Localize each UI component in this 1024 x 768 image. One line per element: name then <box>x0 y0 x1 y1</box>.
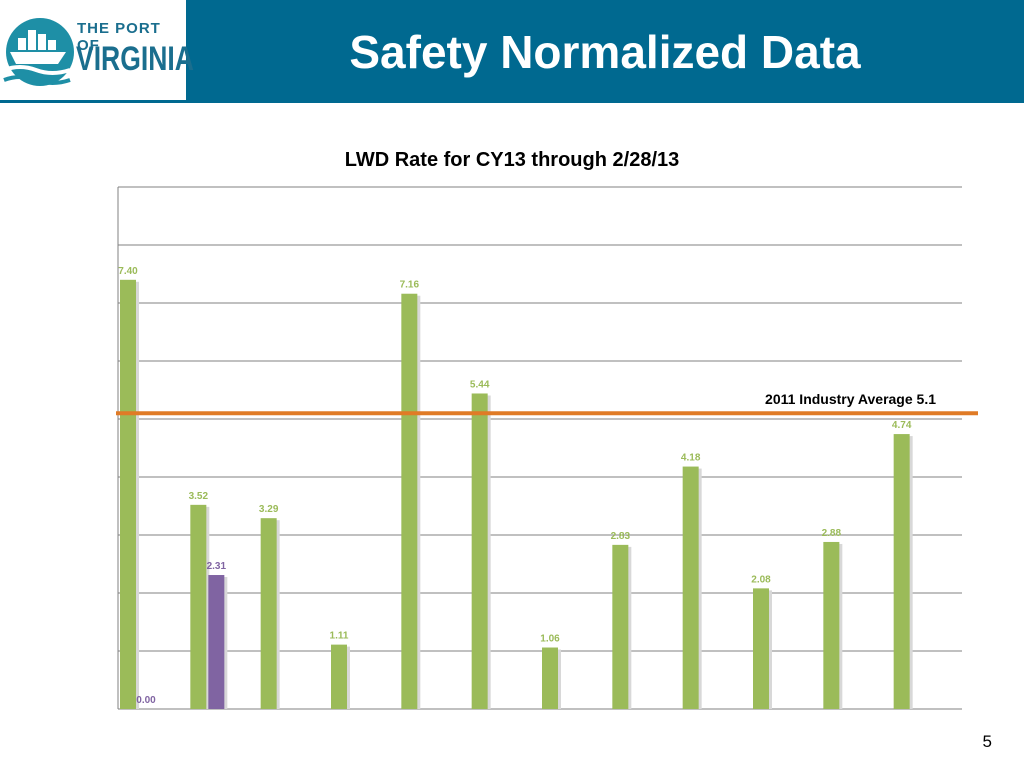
slide-title: Safety Normalized Data <box>349 26 861 78</box>
bar <box>682 466 699 709</box>
industry-average-label: 2011 Industry Average 5.1 <box>765 391 936 407</box>
reference-line-group: 2011 Industry Average 5.1 <box>116 391 978 416</box>
bar <box>208 575 225 709</box>
bar <box>190 504 207 709</box>
data-label: 4.18 <box>681 453 701 464</box>
data-label: 4.74 <box>892 420 912 431</box>
port-of-virginia-logo: THE PORT OF VIRGINIA <box>0 0 194 100</box>
data-labels: 7.40 0.00 3.52 2.31 3.29 1.11 7.16 5.44 1.06 2.83… <box>118 266 912 706</box>
data-label: 3.52 <box>189 491 209 502</box>
bar <box>401 293 418 709</box>
data-label: 7.40 <box>118 266 138 277</box>
bar <box>823 541 840 709</box>
logo-text-line2: VIRGINIA <box>76 40 194 78</box>
data-label: 2.83 <box>611 531 631 542</box>
data-label: 3.29 <box>259 504 279 515</box>
lwd-rate-chart: LWD Rate for CY13 through 2/28/13 7.40 0.… <box>116 149 978 710</box>
bar <box>260 518 277 709</box>
ship-emblem-icon <box>3 18 74 86</box>
data-label: 2.31 <box>207 561 227 572</box>
header-bar: THE PORT OF VIRGINIA Safety Normalized D… <box>0 0 1024 103</box>
bar <box>753 588 769 709</box>
bar <box>471 393 488 709</box>
bars <box>120 279 913 709</box>
bar <box>542 647 558 709</box>
bar <box>120 279 136 709</box>
bar <box>331 644 347 709</box>
gridlines <box>117 186 962 710</box>
data-label: 1.11 <box>330 631 349 642</box>
bar <box>612 544 629 709</box>
data-label: 0.00 <box>136 695 156 706</box>
data-label: 7.16 <box>400 280 420 291</box>
data-label: 2.88 <box>822 528 842 539</box>
logo-text-line1: THE PORT OF <box>77 20 161 54</box>
page-number: 5 <box>982 732 992 751</box>
data-label: 5.44 <box>470 379 490 390</box>
data-label: 1.06 <box>540 634 560 645</box>
data-label: 2.08 <box>751 574 771 585</box>
bar <box>893 434 910 709</box>
chart-title: LWD Rate for CY13 through 2/28/13 <box>345 149 680 171</box>
